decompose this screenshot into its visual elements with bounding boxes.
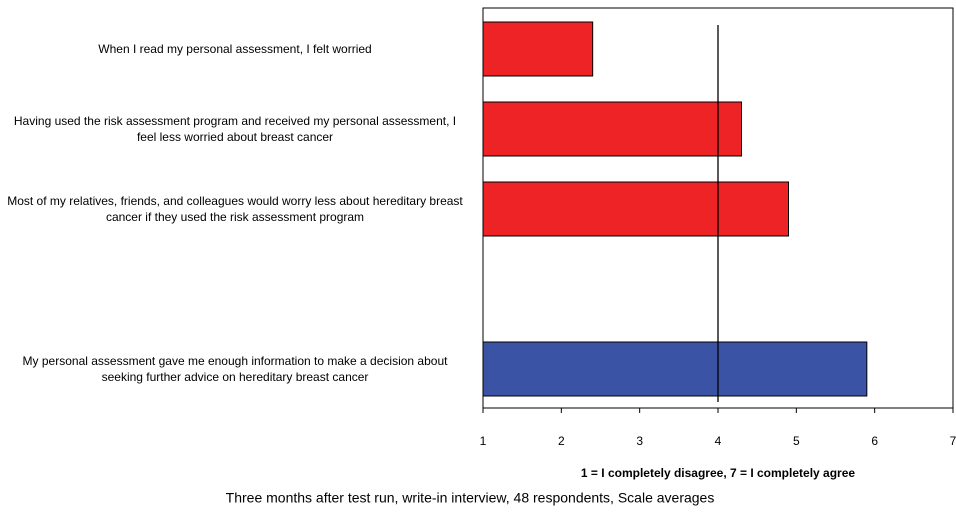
category-label: My personal assessment gave me enough in…: [22, 354, 448, 384]
x-tick-label: 2: [558, 434, 565, 448]
x-tick-label: 7: [950, 434, 956, 448]
x-axis-label: 1 = I completely disagree, 7 = I complet…: [581, 466, 855, 480]
x-tick-label: 4: [715, 434, 722, 448]
bar: [482, 21, 594, 77]
bar: [482, 101, 742, 157]
category-label: Most of my relatives, friends, and colle…: [7, 194, 463, 224]
bar: [482, 181, 789, 237]
x-tick-label: 3: [636, 434, 643, 448]
category-label: When I read my personal assessment, I fe…: [98, 42, 372, 56]
x-tick-label: 1: [480, 434, 487, 448]
category-label: Having used the risk assessment program …: [13, 114, 457, 144]
x-tick-label: 6: [871, 434, 878, 448]
footnote: Three months after test run, write-in in…: [226, 490, 715, 506]
x-tick-label: 5: [793, 434, 800, 448]
bar: [482, 341, 868, 397]
